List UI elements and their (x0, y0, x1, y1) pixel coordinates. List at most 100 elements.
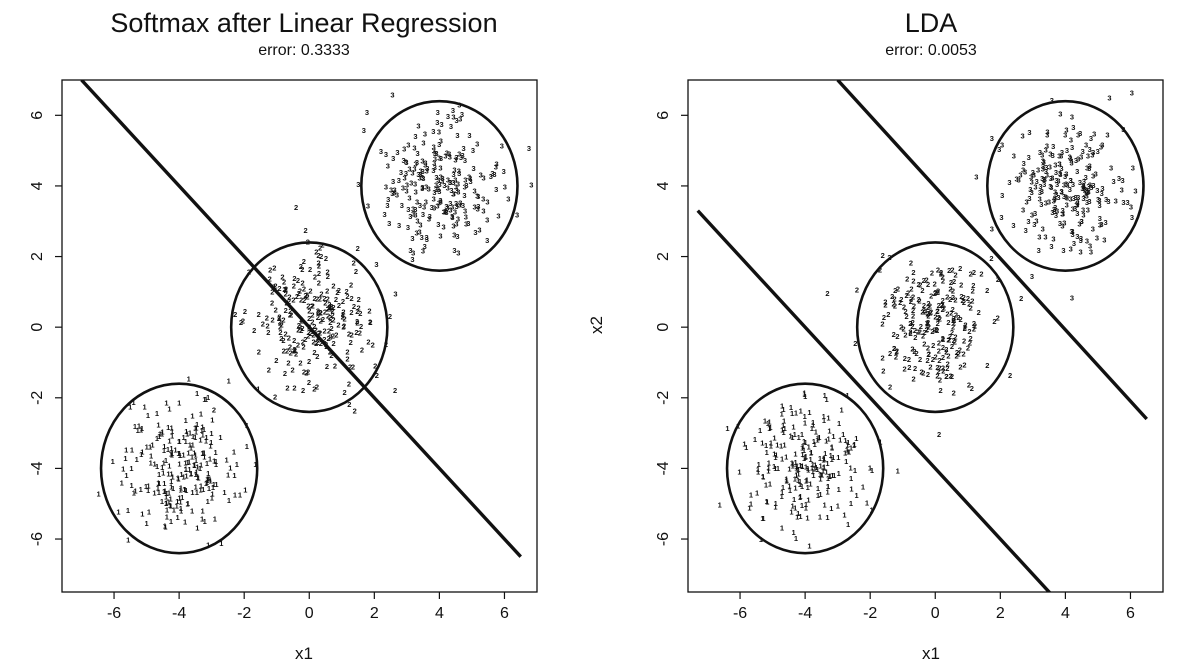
data-point-class-3: 3 (1041, 165, 1045, 174)
data-point-class-3: 3 (418, 201, 422, 210)
data-point-class-1: 1 (222, 488, 226, 497)
data-point-class-2: 2 (301, 337, 305, 346)
data-point-class-2: 2 (316, 313, 320, 322)
data-point-class-1: 1 (182, 485, 186, 494)
data-point-class-3: 3 (1083, 185, 1087, 194)
data-point-class-1: 1 (227, 496, 231, 505)
data-point-class-1: 1 (191, 432, 195, 441)
data-point-class-1: 1 (825, 513, 829, 522)
data-point-class-2: 2 (895, 332, 899, 341)
data-point-class-2: 2 (912, 375, 916, 384)
data-point-class-3: 3 (1056, 193, 1060, 202)
data-point-class-1: 1 (826, 474, 830, 483)
data-point-class-1: 1 (169, 477, 173, 486)
data-point-class-3: 3 (408, 212, 412, 221)
data-point-class-3: 3 (401, 183, 405, 192)
data-point-class-2: 2 (283, 369, 287, 378)
data-point-class-2: 2 (940, 301, 944, 310)
data-point-class-3: 3 (393, 186, 397, 195)
data-point-class-2: 2 (332, 339, 336, 348)
data-point-class-2: 2 (926, 350, 930, 359)
data-point-class-1: 1 (199, 486, 203, 495)
data-point-class-1: 1 (140, 510, 144, 519)
data-point-class-1: 1 (206, 541, 210, 550)
data-point-class-2: 2 (948, 285, 952, 294)
data-point-class-3: 3 (1064, 180, 1068, 189)
x-tick-label: -2 (237, 605, 251, 622)
data-point-class-1: 1 (795, 512, 799, 521)
y-tick-label: -4 (655, 461, 672, 475)
data-point-class-3: 3 (1075, 167, 1079, 176)
data-point-class-3: 3 (423, 242, 427, 251)
data-point-class-2: 2 (287, 297, 291, 306)
data-point-class-1: 1 (228, 463, 232, 472)
data-point-class-3: 3 (1085, 188, 1089, 197)
data-point-class-3: 3 (479, 171, 483, 180)
data-point-class-3: 3 (472, 164, 476, 173)
data-point-class-2: 2 (941, 343, 945, 352)
data-point-class-2: 2 (883, 300, 887, 309)
data-point-class-3: 3 (387, 219, 391, 228)
data-point-class-3: 3 (1096, 195, 1100, 204)
data-point-class-1: 1 (202, 425, 206, 434)
data-point-class-1: 1 (780, 488, 784, 497)
data-point-class-2: 2 (878, 266, 882, 275)
data-point-class-1: 1 (791, 462, 795, 471)
data-point-class-1: 1 (841, 430, 845, 439)
data-point-class-2: 2 (952, 319, 956, 328)
data-point-class-1: 1 (816, 484, 820, 493)
data-point-class-3: 3 (1057, 152, 1061, 161)
data-point-class-3: 3 (410, 234, 414, 243)
data-point-class-2: 2 (266, 328, 270, 337)
data-point-class-1: 1 (779, 442, 783, 451)
data-point-class-1: 1 (767, 418, 771, 427)
data-point-class-3: 3 (1088, 180, 1092, 189)
data-point-class-1: 1 (800, 450, 804, 459)
data-point-class-2: 2 (925, 325, 929, 334)
data-point-class-1: 1 (800, 482, 804, 491)
data-point-class-2: 2 (311, 330, 315, 339)
data-point-class-1: 1 (205, 478, 209, 487)
data-point-class-3: 3 (1070, 159, 1074, 168)
data-point-class-1: 1 (794, 464, 798, 473)
data-point-class-1: 1 (780, 492, 784, 501)
data-point-class-3: 3 (1079, 217, 1083, 226)
data-point-class-3: 3 (1058, 219, 1062, 228)
data-point-class-2: 2 (311, 302, 315, 311)
data-point-class-2: 2 (945, 310, 949, 319)
data-point-class-3: 3 (404, 158, 408, 167)
data-point-class-1: 1 (812, 437, 816, 446)
data-point-class-3: 3 (1044, 198, 1048, 207)
data-point-class-3: 3 (420, 183, 424, 192)
x-tick-label: -6 (733, 605, 747, 622)
data-point-class-3: 3 (1038, 195, 1042, 204)
data-point-class-2: 2 (902, 303, 906, 312)
data-point-class-1: 1 (161, 469, 165, 478)
data-point-class-3: 3 (1082, 184, 1086, 193)
data-point-class-3: 3 (419, 167, 423, 176)
data-point-class-1: 1 (821, 455, 825, 464)
data-point-class-2: 2 (912, 302, 916, 311)
data-point-class-3: 3 (1021, 165, 1025, 174)
data-point-class-1: 1 (798, 492, 802, 501)
data-point-class-1: 1 (802, 437, 806, 446)
data-point-class-1: 1 (781, 421, 785, 430)
data-point-class-1: 1 (97, 489, 101, 498)
data-point-class-1: 1 (792, 528, 796, 537)
data-point-class-1: 1 (156, 421, 160, 430)
data-point-class-3: 3 (485, 198, 489, 207)
data-point-class-2: 2 (312, 322, 316, 331)
data-point-class-1: 1 (822, 416, 826, 425)
data-point-class-3: 3 (427, 184, 431, 193)
data-point-class-2: 2 (367, 307, 371, 316)
data-point-class-3: 3 (414, 159, 418, 168)
data-point-class-1: 1 (769, 439, 773, 448)
data-point-class-1: 1 (818, 490, 822, 499)
data-point-class-1: 1 (205, 476, 209, 485)
data-point-class-3: 3 (440, 120, 444, 129)
data-point-class-1: 1 (193, 424, 197, 433)
data-point-class-1: 1 (800, 501, 804, 510)
x-axis-label: x1 (295, 644, 313, 663)
data-point-class-2: 2 (322, 335, 326, 344)
data-point-class-1: 1 (765, 497, 769, 506)
